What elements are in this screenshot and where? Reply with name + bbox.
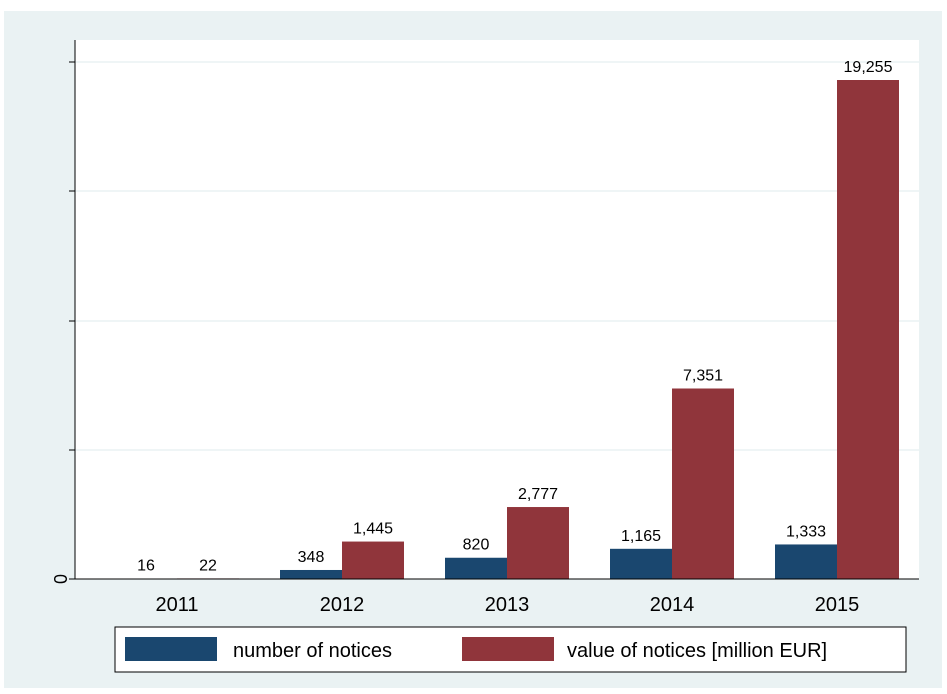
legend: number of notices value of notices [milli… bbox=[114, 626, 907, 673]
bars bbox=[115, 80, 899, 579]
bar-value-label: 2,777 bbox=[518, 486, 558, 503]
axes: 0 bbox=[51, 40, 919, 584]
plot-area bbox=[75, 40, 919, 579]
bar-value-label: 1,165 bbox=[621, 528, 661, 545]
legend-label: number of notices bbox=[233, 640, 392, 662]
bar-value-label: 348 bbox=[298, 549, 325, 566]
x-tick-label: 2014 bbox=[650, 594, 695, 616]
bar-value-labels: 16 22 348 1,445 820 2,777 1,165 7,351 1,333 19,25… bbox=[137, 59, 892, 575]
bar-value-label: 1,445 bbox=[353, 521, 393, 538]
bar-value-label: 19,255 bbox=[844, 59, 893, 76]
legend-label: value of notices [million EUR] bbox=[567, 640, 827, 662]
x-axis-tick-labels: 2011 2012 2013 2014 2015 bbox=[155, 594, 859, 616]
bar-value-label: 1,333 bbox=[786, 523, 826, 540]
bar-value-label: 16 bbox=[137, 558, 155, 575]
bar-number-2015 bbox=[775, 544, 837, 579]
bar-number-2012 bbox=[280, 569, 342, 579]
bar-value-label: 22 bbox=[199, 557, 217, 574]
bar-value-label: 7,351 bbox=[683, 367, 723, 384]
bar-number-2013 bbox=[445, 557, 507, 579]
bar-value-2014 bbox=[672, 388, 734, 579]
x-tick-label: 2015 bbox=[815, 594, 860, 616]
bar-value-2012 bbox=[342, 541, 404, 579]
gridlines bbox=[75, 61, 919, 451]
y-tick-label: 0 bbox=[51, 574, 71, 584]
bar-value-label: 820 bbox=[463, 537, 490, 554]
x-tick-label: 2011 bbox=[155, 594, 198, 616]
bar-value-2013 bbox=[507, 507, 569, 579]
legend-swatch bbox=[462, 637, 554, 661]
x-tick-label: 2013 bbox=[485, 594, 530, 616]
bar-number-2014 bbox=[610, 548, 672, 579]
legend-swatch bbox=[125, 637, 217, 661]
plot-background bbox=[75, 40, 919, 579]
x-tick-label: 2012 bbox=[320, 594, 365, 616]
bar-value-2015 bbox=[837, 80, 899, 579]
